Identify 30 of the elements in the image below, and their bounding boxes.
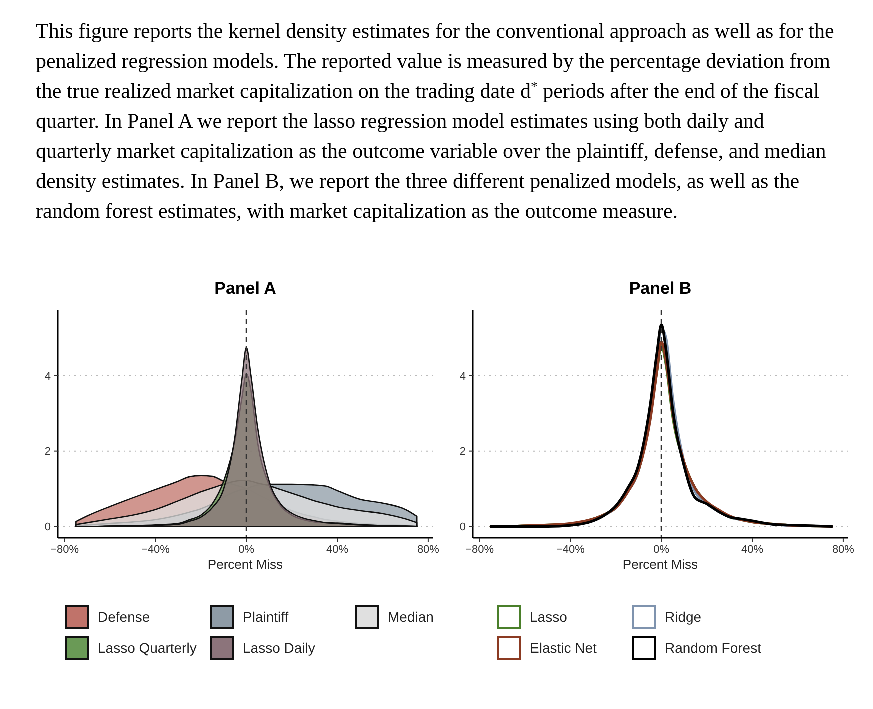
y-tick-label: 4 (460, 370, 466, 383)
legend-label: Median (388, 608, 434, 625)
y-tick-label: 0 (44, 522, 51, 534)
x-tick-label: −80% (466, 544, 494, 556)
x-tick-label: −40% (142, 544, 170, 556)
x-tick-label: 0% (238, 544, 255, 556)
chart-title: Panel B (629, 279, 692, 298)
x-tick-label: −40% (556, 544, 586, 556)
x-axis-title: Percent Miss (208, 557, 284, 572)
legend-label: Lasso Quarterly (98, 640, 197, 656)
x-tick-label: 80% (417, 544, 440, 556)
x-tick-label: −80% (50, 544, 80, 556)
chart-title: Panel A (214, 279, 276, 298)
y-tick-label: 4 (44, 370, 51, 383)
x-axis-title: Percent Miss (622, 557, 699, 572)
x-tick-label: 80% (832, 544, 855, 556)
legend-label: Elastic Net (530, 640, 598, 656)
legend-label: Ridge (665, 608, 702, 625)
x-tick-label: 0% (654, 544, 670, 556)
legend-label: Defense (98, 608, 150, 625)
legend-label: Plaintiff (243, 608, 289, 625)
x-tick-label: 40% (742, 544, 764, 556)
y-tick-label: 0 (460, 522, 466, 534)
legend-label: Lasso (530, 608, 568, 625)
y-tick-label: 2 (460, 446, 466, 458)
legend-label: Lasso Daily (243, 640, 316, 656)
y-tick-label: 2 (44, 446, 51, 458)
x-tick-label: 40% (326, 544, 349, 556)
legend-label: Random Forest (665, 640, 762, 656)
text: This figure reports the kernel density estimates for the conventional approach as well as for the penalized regression models. The reported value is measured by the percentage deviation from the true realized market capitalization on the trading date d$^{*}$ periods after the end of the fiscal quarter. In Panel A we report the lasso regression model estimates using both daily and quarterly market capitalization as the outcome variable over the plaintiff, defense, and median density estimates. In Panel B, we report the three different penalized models, as well as the random forest estimates, with market capitalization as the outcome measure. (36, 19, 834, 223)
